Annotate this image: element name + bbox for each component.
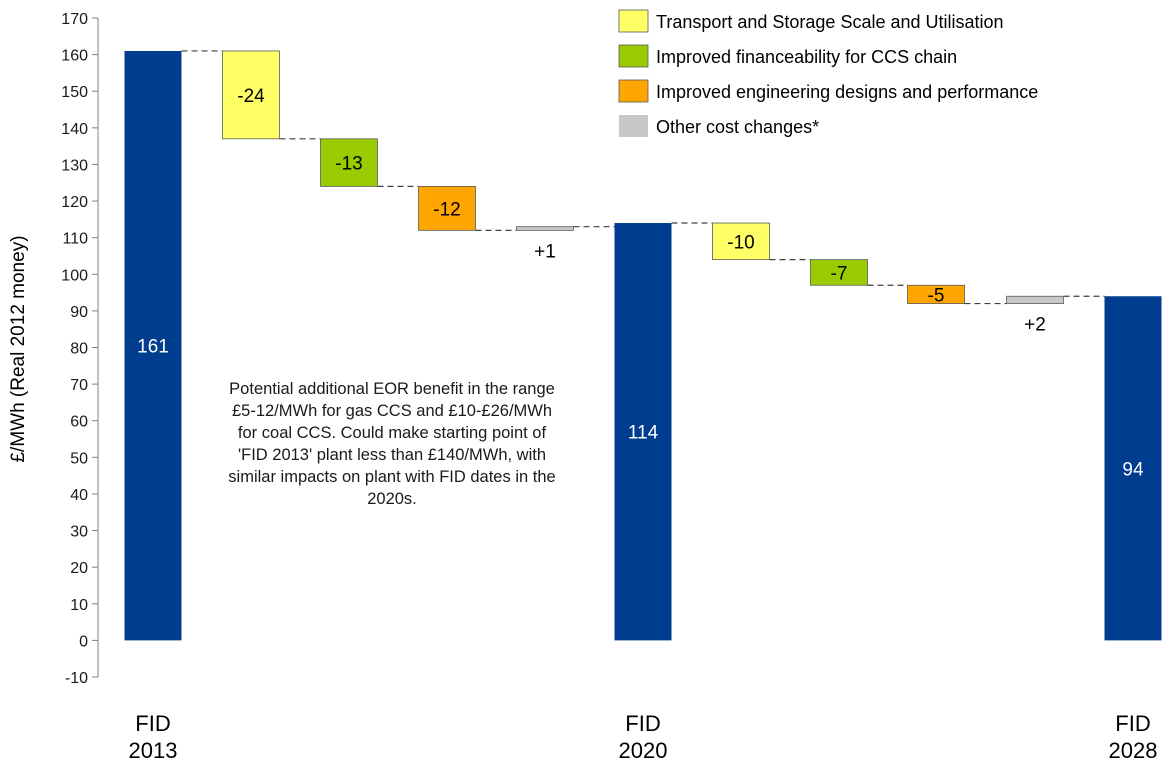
y-tick-label: 20 (70, 560, 88, 577)
delta-bar (1006, 295, 1064, 304)
legend-swatch (618, 44, 649, 68)
y-tick-label: 40 (70, 487, 88, 504)
y-tick-label: 60 (70, 414, 88, 431)
bar-value-label: -5 (928, 285, 945, 306)
y-axis-title: £/MWh (Real 2012 money) (8, 235, 29, 462)
y-tick-label: 170 (61, 11, 88, 28)
delta-bar (712, 222, 770, 261)
y-tick-label: 130 (61, 157, 88, 174)
bar-value-label: 94 (1122, 459, 1144, 480)
bar-value-label: +1 (534, 241, 556, 262)
x-category-label: FID (1115, 711, 1150, 736)
y-tick-label: 70 (70, 377, 88, 394)
total-bar (614, 223, 672, 641)
y-tick-label: 140 (61, 121, 88, 138)
x-category-label-year: 2028 (1109, 738, 1158, 763)
y-tick-label: 0 (79, 633, 88, 650)
delta-bar (222, 50, 280, 140)
y-tick-label: 10 (70, 597, 88, 614)
x-category-label: FID (135, 711, 170, 736)
y-tick-label: 80 (70, 341, 88, 358)
bar-value-label: -13 (335, 154, 362, 175)
total-bar (124, 50, 182, 641)
legend-swatch (619, 115, 648, 137)
x-category-label-year: 2013 (129, 738, 178, 763)
legend-entry-label: Transport and Storage Scale and Utilisat… (656, 12, 1004, 32)
legend-entry-label: Other cost changes* (656, 117, 819, 137)
bar-value-label: 161 (137, 337, 169, 358)
y-tick-label: 120 (61, 194, 88, 211)
eor-annotation: Potential additional EOR benefit in the … (228, 380, 556, 508)
y-tick-label: 100 (61, 267, 88, 284)
y-tick-label: 90 (70, 304, 88, 321)
y-tick-label: 110 (62, 231, 88, 248)
y-tick-label: 30 (70, 524, 88, 541)
bar-value-label: -24 (237, 86, 265, 107)
bar-value-label: 114 (628, 423, 659, 444)
legend-entry-label: Improved engineering designs and perform… (656, 82, 1038, 102)
y-tick-label: 150 (61, 84, 88, 101)
x-category-label: FID (625, 711, 660, 736)
delta-bar (320, 138, 378, 187)
y-tick-label: -10 (65, 670, 88, 687)
legend-entry-label: Improved financeability for CCS chain (656, 47, 957, 67)
delta-bar (516, 226, 574, 231)
delta-bar (810, 259, 868, 286)
bar-value-label: -10 (727, 232, 754, 253)
delta-bar (907, 284, 965, 304)
y-tick-label: 160 (61, 48, 88, 65)
bar-value-label: -7 (831, 263, 848, 284)
bar-value-label: +2 (1024, 315, 1046, 336)
total-bar (1104, 296, 1162, 641)
legend-swatch (618, 9, 649, 33)
y-tick-label: 50 (70, 450, 88, 467)
x-category-label-year: 2020 (619, 738, 668, 763)
delta-bar (418, 186, 476, 231)
legend-swatch (618, 79, 649, 103)
bar-value-label: -12 (433, 199, 460, 220)
